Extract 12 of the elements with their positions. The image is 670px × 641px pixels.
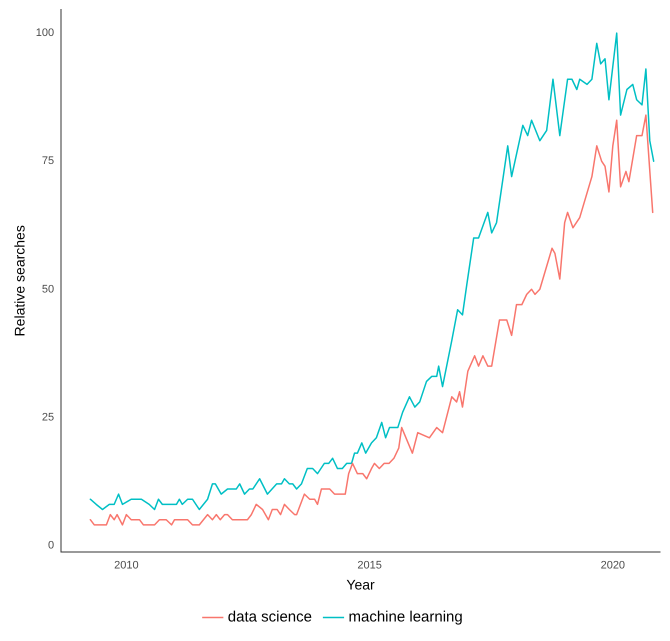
x-axis-title: Year (346, 576, 376, 592)
y-tick-label: 75 (42, 155, 54, 168)
y-tick-label: 25 (42, 411, 54, 424)
y-tick-label: 0 (48, 539, 54, 552)
x-tick-label: 2010 (114, 560, 139, 572)
legend-label: data science (228, 608, 312, 626)
x-tick-label: 2020 (600, 560, 626, 572)
y-axis-title: Relative searches (11, 225, 28, 336)
y-tick-label: 50 (42, 283, 54, 296)
legend-label: machine learning (348, 608, 463, 626)
y-tick-label: 100 (36, 27, 54, 40)
x-tick-label: 2015 (357, 560, 382, 572)
